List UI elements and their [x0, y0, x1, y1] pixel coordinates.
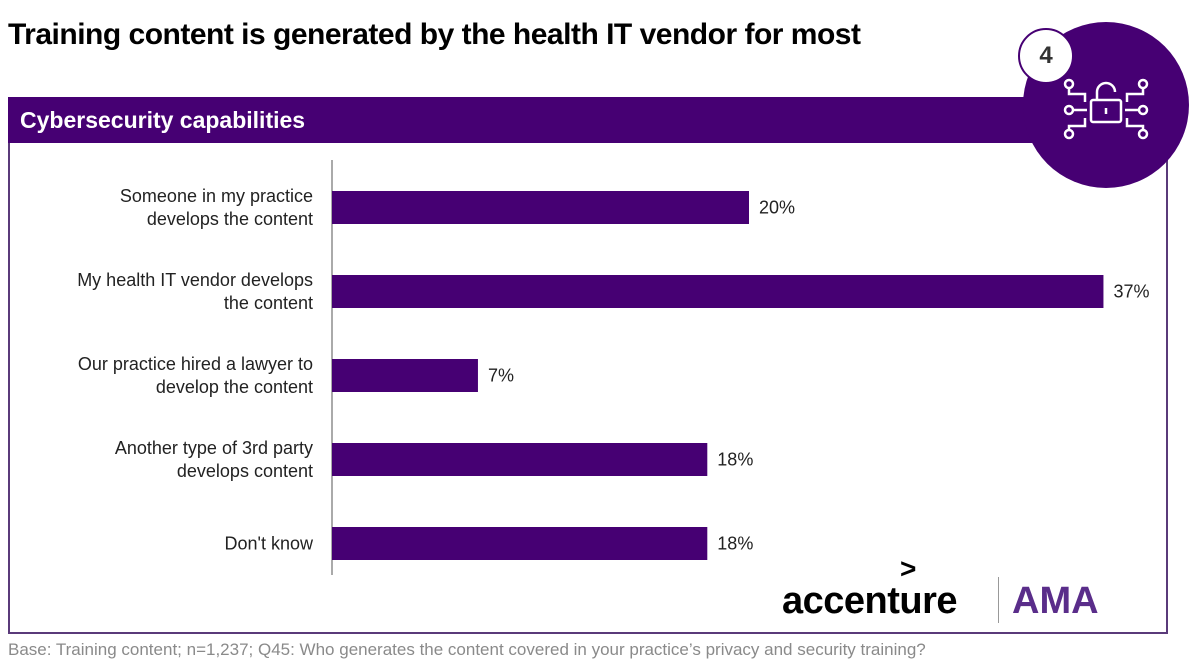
value-label: 18%	[717, 534, 753, 554]
bar	[332, 443, 708, 476]
category-label: Our practice hired a lawyer to	[78, 354, 313, 374]
value-label: 20%	[759, 198, 795, 218]
category-label: develops the content	[147, 209, 313, 229]
page-title: Training content is generated by the hea…	[8, 18, 861, 51]
category-label: the content	[224, 293, 313, 313]
category-label: Someone in my practice	[120, 186, 313, 206]
section-header: Cybersecurity capabilities	[8, 97, 1038, 143]
section-header-label: Cybersecurity capabilities	[20, 107, 306, 133]
bar	[332, 191, 749, 224]
footnote: Base: Training content; n=1,237; Q45: Wh…	[8, 640, 926, 659]
category-label: develop the content	[156, 377, 313, 397]
cybersecurity-lock-circuit-icon	[1063, 78, 1149, 140]
category-label: Another type of 3rd party	[115, 438, 313, 458]
bar	[332, 359, 478, 392]
chart-frame	[8, 143, 1168, 634]
bar	[332, 527, 708, 560]
category-label: develops content	[177, 461, 313, 481]
accenture-mark: >	[900, 553, 917, 584]
slide-number-badge: 4	[1018, 28, 1074, 84]
category-label: My health IT vendor develops	[77, 270, 313, 290]
value-label: 37%	[1113, 282, 1149, 302]
accenture-logo: accenture	[782, 580, 958, 622]
bar	[332, 275, 1104, 308]
category-label: Don't know	[225, 534, 314, 554]
value-label: 7%	[488, 366, 514, 386]
logo-divider	[998, 577, 999, 623]
value-label: 18%	[717, 450, 753, 470]
ama-logo: AMA	[1012, 580, 1099, 622]
